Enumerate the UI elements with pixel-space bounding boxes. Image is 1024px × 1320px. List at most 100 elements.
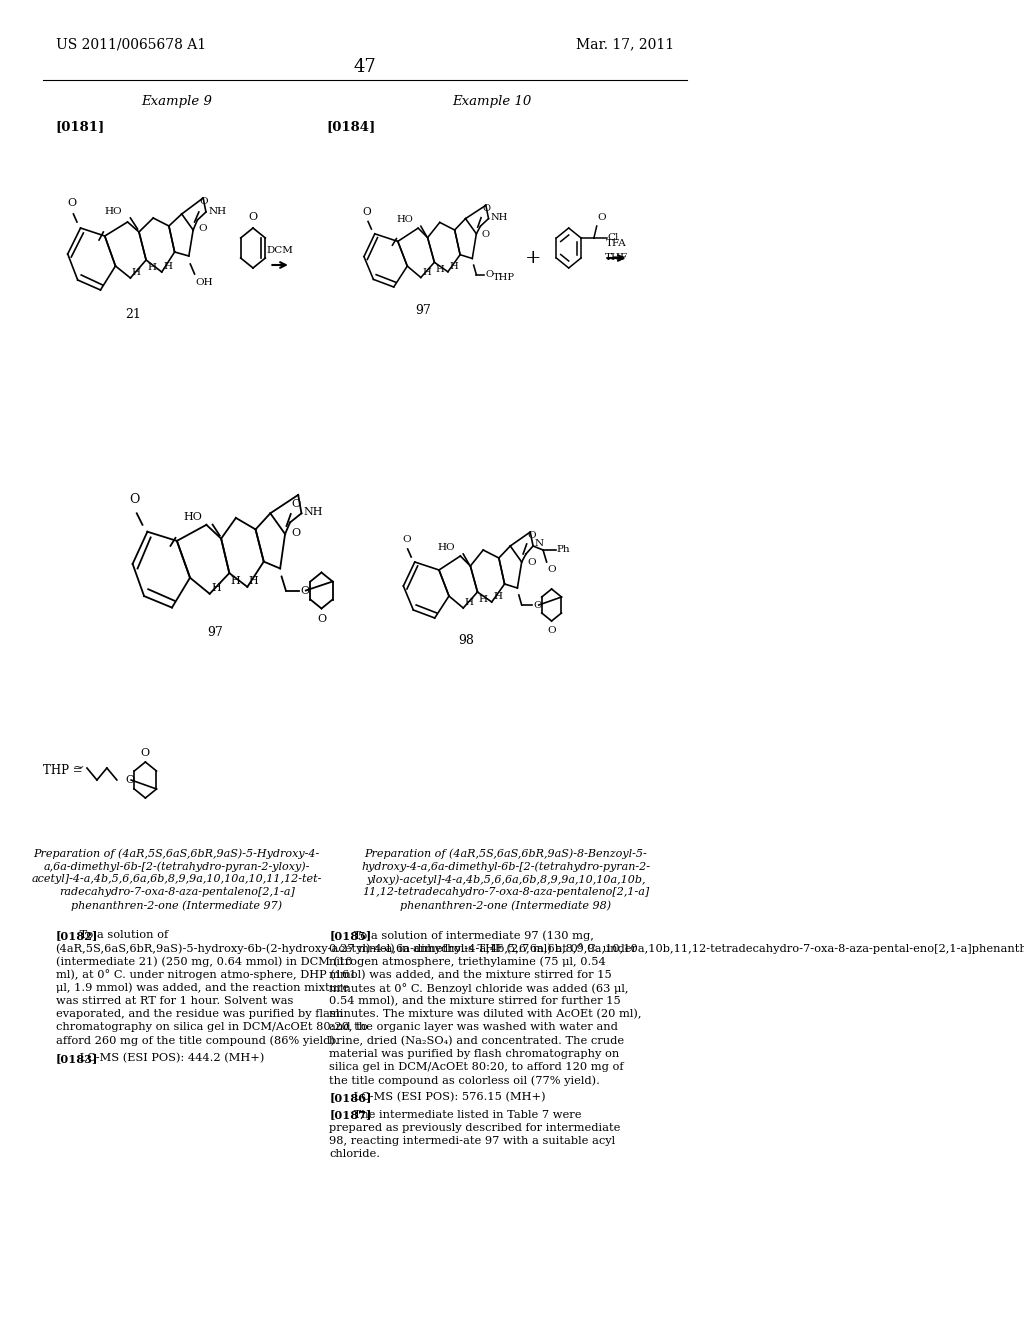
Text: TFA: TFA: [606, 239, 627, 248]
Text: O: O: [401, 535, 411, 544]
Text: [0186]: [0186]: [330, 1093, 372, 1104]
Text: H: H: [450, 261, 458, 271]
Text: Cl: Cl: [607, 234, 618, 243]
Text: 47: 47: [353, 58, 376, 77]
Text: was stirred at RT for 1 hour. Solvent was: was stirred at RT for 1 hour. Solvent wa…: [55, 997, 293, 1006]
Text: O: O: [316, 615, 326, 624]
Text: nitrogen atmosphere, triethylamine (75 μl, 0.54: nitrogen atmosphere, triethylamine (75 μ…: [330, 957, 606, 968]
Text: and the organic layer was washed with water and: and the organic layer was washed with wa…: [330, 1023, 618, 1032]
Text: minutes. The mixture was diluted with AcOEt (20 ml),: minutes. The mixture was diluted with Ac…: [330, 1010, 642, 1019]
Text: (4aR,5S,6aS,6bR,9aS)-5-hydroxy-6b-(2-hydroxy-acetyl)-4-a,6a-dimethyl-4-a,4b,5,6,: (4aR,5S,6aS,6bR,9aS)-5-hydroxy-6b-(2-hyd…: [55, 944, 1024, 954]
Text: H: H: [422, 268, 431, 277]
Text: 11,12-tetradecahydro-7-oxa-8-aza-pentaleno[2,1-a]: 11,12-tetradecahydro-7-oxa-8-aza-pentale…: [362, 887, 649, 898]
Text: H: H: [163, 261, 172, 271]
Text: O: O: [548, 565, 556, 574]
Text: H: H: [230, 576, 241, 586]
Text: material was purified by flash chromatography on: material was purified by flash chromatog…: [330, 1049, 620, 1059]
Text: NH: NH: [303, 507, 324, 517]
Text: brine, dried (Na₂SO₄) and concentrated. The crude: brine, dried (Na₂SO₄) and concentrated. …: [330, 1036, 625, 1045]
Text: O: O: [481, 230, 489, 239]
Text: 0.27 mmol) in anhydrous THF (2.7 ml) at 0° C. under: 0.27 mmol) in anhydrous THF (2.7 ml) at …: [330, 944, 637, 954]
Text: [0187]: [0187]: [330, 1110, 372, 1121]
Text: Example 10: Example 10: [453, 95, 531, 108]
Text: O: O: [129, 494, 139, 507]
Text: Mar. 17, 2011: Mar. 17, 2011: [577, 37, 674, 51]
Text: a,6a-dimethyl-6b-[2-(tetrahydro-pyran-2-yloxy)-: a,6a-dimethyl-6b-[2-(tetrahydro-pyran-2-…: [44, 861, 310, 871]
Text: +: +: [525, 249, 542, 267]
Text: US 2011/0065678 A1: US 2011/0065678 A1: [55, 37, 206, 51]
Text: N: N: [535, 539, 544, 548]
Text: O: O: [597, 213, 606, 222]
Text: the title compound as colorless oil (77% yield).: the title compound as colorless oil (77%…: [330, 1076, 600, 1086]
Text: evaporated, and the residue was purified by flash: evaporated, and the residue was purified…: [55, 1010, 343, 1019]
Text: HO: HO: [437, 543, 455, 552]
Text: acetyl]-4-a,4b,5,6,6a,6b,8,9,9a,10,10a,10,11,12-tet-: acetyl]-4-a,4b,5,6,6a,6b,8,9,9a,10,10a,1…: [32, 874, 322, 884]
Text: O: O: [125, 775, 134, 785]
Text: O: O: [249, 213, 258, 222]
Text: DCM: DCM: [266, 246, 294, 255]
Text: (intermediate 21) (250 mg, 0.64 mmol) in DCM (10: (intermediate 21) (250 mg, 0.64 mmol) in…: [55, 957, 352, 968]
Text: O: O: [68, 198, 77, 209]
Text: H: H: [494, 591, 502, 601]
Text: Preparation of (4aR,5S,6aS,6bR,9aS)-5-Hydroxy-4-: Preparation of (4aR,5S,6aS,6bR,9aS)-5-Hy…: [34, 847, 319, 858]
Text: O: O: [482, 203, 490, 213]
Text: phenanthren-2-one (Intermediate 98): phenanthren-2-one (Intermediate 98): [400, 900, 611, 911]
Text: ml), at 0° C. under nitrogen atmo-sphere, DHP (161: ml), at 0° C. under nitrogen atmo-sphere…: [55, 970, 356, 981]
Text: HO: HO: [396, 215, 413, 224]
Text: minutes at 0° C. Benzoyl chloride was added (63 μl,: minutes at 0° C. Benzoyl chloride was ad…: [330, 983, 629, 994]
Text: H: H: [132, 268, 141, 277]
Text: O: O: [527, 558, 536, 568]
Text: phenanthren-2-one (Intermediate 97): phenanthren-2-one (Intermediate 97): [72, 900, 283, 911]
Text: [0183]: [0183]: [55, 1053, 98, 1064]
Text: H: H: [211, 583, 221, 593]
Text: O: O: [527, 531, 536, 540]
Text: O: O: [534, 601, 542, 610]
Text: [0181]: [0181]: [55, 120, 104, 133]
Text: THP: THP: [493, 273, 515, 281]
Text: H: H: [249, 576, 258, 586]
Text: afford 260 mg of the title compound (86% yield).: afford 260 mg of the title compound (86%…: [55, 1036, 338, 1047]
Text: O: O: [141, 748, 150, 758]
Text: HO: HO: [104, 207, 122, 216]
Text: ~: ~: [73, 762, 84, 775]
Text: LC-MS (ESI POS): 444.2 (MH+): LC-MS (ESI POS): 444.2 (MH+): [77, 1053, 264, 1063]
Text: 21: 21: [125, 308, 141, 321]
Text: NH: NH: [490, 213, 508, 222]
Text: yloxy)-acetyl]-4-a,4b,5,6,6a,6b,8,9,9a,10,10a,10b,: yloxy)-acetyl]-4-a,4b,5,6,6a,6b,8,9,9a,1…: [367, 874, 646, 884]
Text: H: H: [465, 598, 474, 607]
Text: 98, reacting intermedi-ate 97 with a suitable acyl: 98, reacting intermedi-ate 97 with a sui…: [330, 1137, 615, 1146]
Text: chloride.: chloride.: [330, 1150, 380, 1159]
Text: THP =: THP =: [43, 763, 83, 776]
Text: The intermediate listed in Table 7 were: The intermediate listed in Table 7 were: [350, 1110, 582, 1119]
Text: O: O: [300, 586, 309, 595]
Text: O: O: [292, 528, 300, 537]
Text: H: H: [436, 265, 444, 275]
Text: hydroxy-4-a,6a-dimethyl-6b-[2-(tetrahydro-pyran-2-: hydroxy-4-a,6a-dimethyl-6b-[2-(tetrahydr…: [361, 861, 650, 871]
Text: [0185]: [0185]: [330, 931, 372, 941]
Text: LC-MS (ESI POS): 576.15 (MH+): LC-MS (ESI POS): 576.15 (MH+): [350, 1093, 546, 1102]
Text: O: O: [362, 207, 371, 216]
Text: 97: 97: [416, 304, 431, 317]
Text: prepared as previously described for intermediate: prepared as previously described for int…: [330, 1123, 621, 1133]
Text: radecahydro-7-oxa-8-aza-pentaleno[2,1-a]: radecahydro-7-oxa-8-aza-pentaleno[2,1-a]: [58, 887, 295, 898]
Text: NH: NH: [208, 206, 226, 215]
Text: 0.54 mmol), and the mixture stirred for further 15: 0.54 mmol), and the mixture stirred for …: [330, 997, 621, 1006]
Text: THF: THF: [605, 253, 628, 261]
Text: silica gel in DCM/AcOEt 80:20, to afford 120 mg of: silica gel in DCM/AcOEt 80:20, to afford…: [330, 1063, 624, 1072]
Text: H: H: [147, 263, 157, 272]
Text: mmol) was added, and the mixture stirred for 15: mmol) was added, and the mixture stirred…: [330, 970, 612, 979]
Text: Ph: Ph: [557, 545, 570, 554]
Text: Preparation of (4aR,5S,6aS,6bR,9aS)-8-Benzoyl-5-: Preparation of (4aR,5S,6aS,6bR,9aS)-8-Be…: [365, 847, 647, 858]
Text: O: O: [200, 197, 208, 206]
Text: O: O: [547, 626, 556, 635]
Text: O: O: [199, 224, 208, 234]
Text: To a solution of intermediate 97 (130 mg,: To a solution of intermediate 97 (130 mg…: [350, 931, 594, 941]
Text: chromatography on silica gel in DCM/AcOEt 80:20, to: chromatography on silica gel in DCM/AcOE…: [55, 1023, 368, 1032]
Text: 97: 97: [207, 626, 223, 639]
Text: μl, 1.9 mmol) was added, and the reaction mixture: μl, 1.9 mmol) was added, and the reactio…: [55, 983, 349, 994]
Text: H: H: [479, 595, 487, 605]
Text: [0182]: [0182]: [55, 931, 98, 941]
Text: [0184]: [0184]: [327, 120, 376, 133]
Text: 98: 98: [458, 634, 474, 647]
Text: HO: HO: [183, 512, 203, 521]
